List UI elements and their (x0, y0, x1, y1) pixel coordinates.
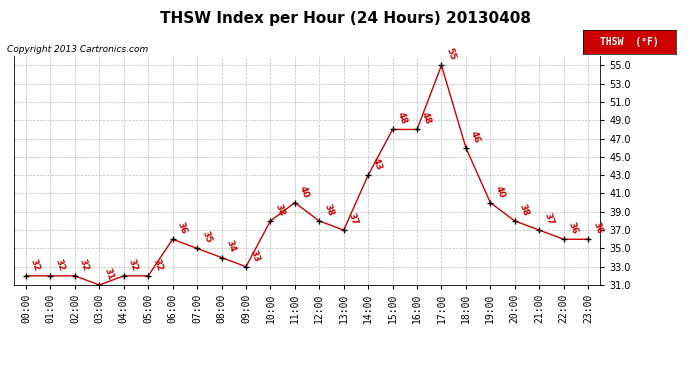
Text: 35: 35 (200, 230, 213, 245)
Text: 38: 38 (322, 202, 335, 217)
Text: 33: 33 (249, 248, 262, 263)
Text: 55: 55 (444, 47, 457, 62)
Text: 48: 48 (420, 111, 433, 126)
Text: 32: 32 (29, 257, 41, 272)
Text: 37: 37 (346, 211, 359, 226)
Text: 34: 34 (224, 239, 237, 254)
Text: 32: 32 (78, 257, 90, 272)
Text: 38: 38 (518, 202, 531, 217)
Text: 32: 32 (151, 257, 164, 272)
Text: 36: 36 (591, 221, 604, 236)
Text: 32: 32 (53, 257, 66, 272)
Text: 36: 36 (566, 221, 580, 236)
Text: 36: 36 (175, 221, 188, 236)
Text: 40: 40 (298, 184, 310, 199)
Text: THSW Index per Hour (24 Hours) 20130408: THSW Index per Hour (24 Hours) 20130408 (159, 11, 531, 26)
Text: 31: 31 (102, 267, 115, 281)
Text: 38: 38 (273, 202, 286, 217)
Text: 48: 48 (395, 111, 408, 126)
Text: Copyright 2013 Cartronics.com: Copyright 2013 Cartronics.com (7, 45, 148, 54)
Text: 32: 32 (127, 257, 139, 272)
Text: 37: 37 (542, 211, 555, 226)
Text: 46: 46 (469, 129, 482, 144)
Text: 40: 40 (493, 184, 506, 199)
Text: 43: 43 (371, 157, 384, 171)
Text: THSW  (°F): THSW (°F) (600, 37, 659, 47)
